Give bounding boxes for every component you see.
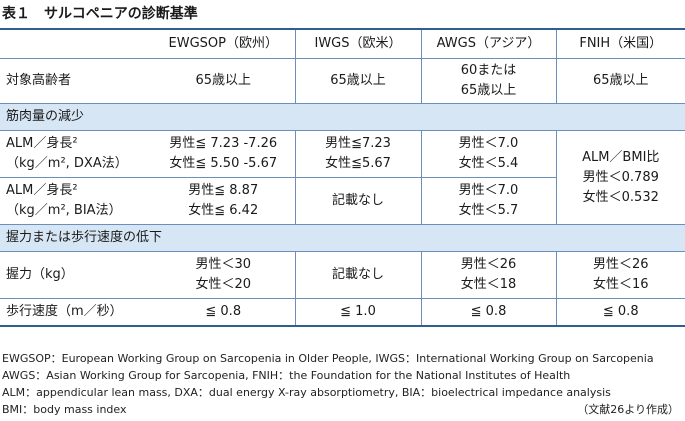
table-caption: サルコペニアの診断基準 [44,6,198,22]
row-label-alm-bia-line2: （kg／m², BIA法） [6,203,122,218]
table-number: 表１ [2,6,30,22]
cell-fnih-alm-bmi-male: 男性＜0.789 [582,169,659,185]
header-ewgsop: EWGSOP（欧州） [152,28,295,59]
cell-dxa-ewgsop: 男性≦ 7.23 -7.26 女性≦ 5.50 -5.67 [152,130,295,178]
cell-grip-awgs-female: 女性＜18 [460,277,517,292]
row-label-age: 対象高齢者 [0,58,152,104]
cell-grip-ewgsop: 男性＜30 女性＜20 [152,251,295,299]
source-note: （文献26より作成） [577,403,679,416]
cell-bia-ewgsop-female: 女性≦ 6.42 [188,203,259,218]
section-strength-speed: 握力または歩行速度の低下 [0,224,685,252]
cell-dxa-iwgs-male: 男性≦7.23 [325,136,391,151]
cell-dxa-ewgsop-male: 男性≦ 7.23 -7.26 [169,136,278,151]
table-title: 表１ サルコペニアの診断基準 [2,3,198,25]
footnote-4: BMI：body mass index [2,403,127,416]
cell-fnih-alm-bmi: ALM／BMI比 男性＜0.789 女性＜0.532 [555,130,685,225]
cell-dxa-awgs: 男性＜7.0 女性＜5.4 [420,130,556,178]
row-label-speed: 歩行速度（m／秒） [0,298,152,327]
cell-dxa-iwgs-female: 女性≦5.67 [325,156,391,171]
cell-grip-fnih-male: 男性＜26 [592,257,649,272]
cell-bia-awgs-female: 女性＜5.7 [458,203,519,218]
row-alm-bia: ALM／身長² （kg／m², BIA法） 男性≦ 8.87 女性≦ 6.42 記載… [0,177,685,225]
cell-grip-iwgs: 記載なし [294,251,421,299]
row-label-grip: 握力（kg） [0,251,152,299]
row-age: 対象高齢者 65歳以上 65歳以上 60または 65歳以上 65歳以上 [0,58,685,104]
cell-bia-iwgs: 記載なし [294,177,421,225]
header-empty [0,28,152,59]
section-muscle-mass: 筋肉量の減少 [0,103,685,131]
cell-speed-iwgs: ≦ 1.0 [294,298,421,327]
footnote-2: AWGS：Asian Working Group for Sarcopenia,… [2,369,571,382]
header-awgs: AWGS（アジア） [420,28,556,59]
cell-age-awgs-line1: 60または [460,63,517,78]
row-label-alm-bia: ALM／身長² （kg／m², BIA法） [0,177,152,225]
header-row: EWGSOP（欧州） IWGS（欧米） AWGS（アジア） FNIH（米国） [0,28,685,59]
header-iwgs: IWGS（欧米） [294,28,421,59]
cell-grip-fnih: 男性＜26 女性＜16 [555,251,685,299]
row-label-alm-dxa: ALM／身長² （kg／m², DXA法） [0,130,152,178]
row-grip: 握力（kg） 男性＜30 女性＜20 記載なし 男性＜26 女性＜18 男性＜26 女… [0,251,685,299]
cell-bia-ewgsop: 男性≦ 8.87 女性≦ 6.42 [152,177,295,225]
row-label-alm-dxa-line1: ALM／身長² [6,136,78,151]
cell-grip-ewgsop-male: 男性＜30 [195,257,252,272]
cell-grip-ewgsop-female: 女性＜20 [195,277,252,292]
cell-age-awgs: 60または 65歳以上 [420,58,556,104]
cell-speed-awgs: ≦ 0.8 [420,298,556,327]
cell-bia-awgs-male: 男性＜7.0 [458,183,519,198]
cell-bia-awgs: 男性＜7.0 女性＜5.7 [420,177,556,225]
cell-dxa-awgs-female: 女性＜5.4 [458,156,519,171]
cell-fnih-alm-bmi-ratio: ALM／BMI比 [582,149,660,165]
cell-dxa-ewgsop-female: 女性≦ 5.50 -5.67 [169,156,278,171]
cell-bia-ewgsop-male: 男性≦ 8.87 [188,183,259,198]
cell-grip-awgs-male: 男性＜26 [460,257,517,272]
diagnostic-criteria-table: EWGSOP（欧州） IWGS（欧米） AWGS（アジア） FNIH（米国） 対… [0,28,685,327]
cell-fnih-alm-bmi-female: 女性＜0.532 [582,189,659,205]
cell-age-awgs-line2: 65歳以上 [460,83,517,98]
row-alm-dxa: ALM／身長² （kg／m², DXA法） 男性≦ 7.23 -7.26 女性≦ 5… [0,130,685,225]
cell-grip-awgs: 男性＜26 女性＜18 [420,251,556,299]
footnote-1: EWGSOP：European Working Group on Sarcope… [2,352,654,365]
header-fnih: FNIH（米国） [555,28,685,59]
cell-grip-fnih-female: 女性＜16 [592,277,649,292]
cell-speed-ewgsop: ≦ 0.8 [152,298,295,327]
cell-age-ewgsop: 65歳以上 [152,58,295,104]
cell-speed-fnih: ≦ 0.8 [555,298,685,327]
section-label-muscle: 筋肉量の減少 [0,103,685,131]
row-label-alm-bia-line1: ALM／身長² [6,183,78,198]
cell-age-iwgs: 65歳以上 [294,58,421,104]
section-label-strength: 握力または歩行速度の低下 [0,224,685,252]
cell-age-fnih: 65歳以上 [555,58,685,104]
cell-dxa-awgs-male: 男性＜7.0 [458,136,519,151]
row-label-alm-dxa-line2: （kg／m², DXA法） [6,156,128,171]
footnote-3: ALM：appendicular lean mass, DXA：dual ene… [2,386,611,399]
row-walking-speed: 歩行速度（m／秒） ≦ 0.8 ≦ 1.0 ≦ 0.8 ≦ 0.8 [0,298,685,327]
cell-dxa-iwgs: 男性≦7.23 女性≦5.67 [294,130,421,178]
